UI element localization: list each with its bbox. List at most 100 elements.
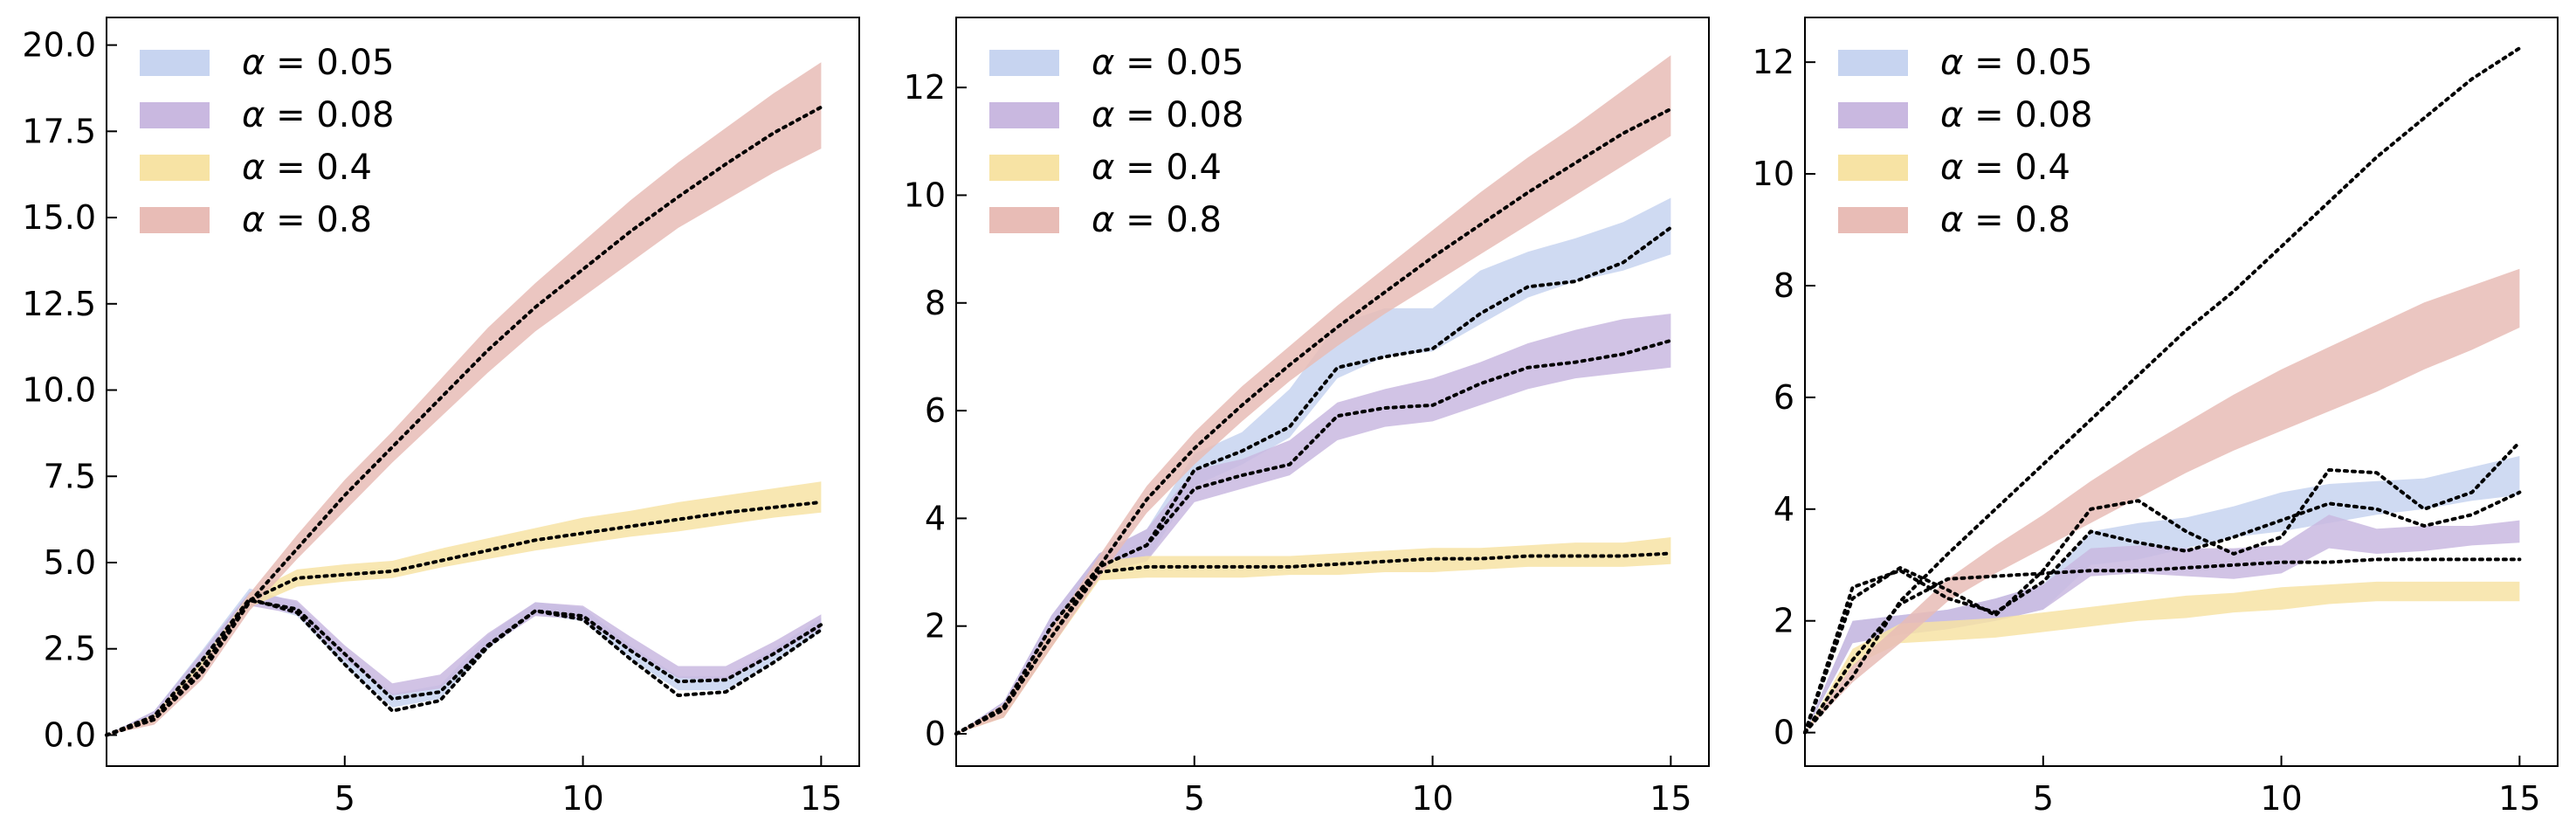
legend-swatch	[989, 50, 1059, 76]
legend-equals: =	[1963, 200, 2015, 240]
y-tick-label: 0	[925, 715, 946, 753]
legend-alpha-value: 0.4	[2015, 148, 2070, 188]
legend-alpha-value: 0.05	[1166, 43, 1243, 83]
legend-alpha-symbol: α	[242, 200, 265, 240]
legend-alpha-value: 0.08	[2015, 95, 2092, 135]
legend-swatch	[140, 102, 210, 128]
legend-alpha-symbol: α	[242, 148, 265, 188]
legend-swatch	[1838, 207, 1908, 233]
y-tick-label: 5.0	[44, 543, 96, 582]
x-tick-label: 10	[2260, 779, 2302, 818]
x-tick-label: 5	[2033, 779, 2054, 818]
mean-line-alpha-0-08	[105, 598, 823, 737]
band-alpha-0-08	[107, 591, 822, 736]
legend-alpha-symbol: α	[1940, 148, 1963, 188]
mean-line-alpha-0-08	[1803, 440, 2522, 735]
legend-equals: =	[1963, 43, 2015, 83]
y-tick-label: 7.5	[44, 457, 96, 495]
legend-swatch	[1838, 155, 1908, 181]
legend-entry-label: α = 0.4	[1092, 148, 1222, 188]
legend-entry-label: α = 0.08	[1092, 95, 1243, 135]
x-tick-label: 10	[561, 779, 603, 818]
y-tick-label: 6	[925, 391, 946, 430]
legend-entry-label: α = 0.4	[1940, 148, 2070, 188]
legend-entry-label: α = 0.8	[1092, 200, 1222, 240]
mean-line-alpha-0-05	[1803, 490, 2522, 735]
legend-alpha-symbol: α	[242, 95, 265, 135]
y-tick-label: 2	[925, 607, 946, 646]
legend-swatch	[1838, 50, 1908, 76]
y-tick-label: 0	[1774, 714, 1794, 752]
y-tick-label: 8	[925, 284, 946, 322]
legend-equals: =	[265, 200, 316, 240]
y-tick-label: 12.5	[22, 285, 96, 323]
band-alpha-0-4	[1805, 581, 2520, 733]
y-tick-label: 4	[1774, 490, 1794, 528]
legend-entry-label: α = 0.4	[242, 148, 372, 188]
legend-swatch	[989, 207, 1059, 233]
legend-entry-label: α = 0.08	[1940, 95, 2092, 135]
legend-alpha-value: 0.08	[316, 95, 394, 135]
band-alpha-0-05	[956, 197, 1671, 734]
legend: α = 0.05α = 0.08α = 0.4α = 0.8	[989, 43, 1243, 240]
legend-swatch	[140, 50, 210, 76]
y-tick-label: 12	[904, 68, 946, 107]
legend: α = 0.05α = 0.08α = 0.4α = 0.8	[140, 43, 394, 240]
legend-alpha-symbol: α	[1092, 43, 1114, 83]
legend-swatch	[140, 155, 210, 181]
x-tick-label: 10	[1411, 779, 1453, 818]
mean-line-alpha-0-08	[954, 338, 1673, 736]
mean-line-alpha-0-4	[1803, 557, 2522, 735]
legend-alpha-value: 0.8	[1166, 200, 1222, 240]
legend-alpha-value: 0.05	[2015, 43, 2092, 83]
legend-equals: =	[1963, 95, 2015, 135]
legend-entry-label: α = 0.8	[242, 200, 372, 240]
band-alpha-0-08	[956, 314, 1671, 734]
legend-entry-label: α = 0.05	[242, 43, 394, 83]
legend-swatch	[989, 102, 1059, 128]
legend-alpha-symbol: α	[242, 43, 265, 83]
legend-entry-label: α = 0.05	[1092, 43, 1243, 83]
legend-equals: =	[1114, 148, 1166, 188]
x-tick-label: 15	[2498, 779, 2540, 818]
mean-line-alpha-0-05	[105, 597, 823, 737]
mean-line-alpha-0-8	[105, 105, 823, 737]
legend-alpha-symbol: α	[1092, 148, 1114, 188]
legend-equals: =	[1114, 43, 1166, 83]
legend-equals: =	[265, 43, 316, 83]
y-tick-label: 10.0	[22, 371, 96, 410]
axes-frame	[955, 17, 1710, 767]
y-tick-label: 2.5	[44, 630, 96, 668]
x-tick-label: 5	[1184, 779, 1205, 818]
legend-equals: =	[265, 95, 316, 135]
band-alpha-0-05	[1805, 456, 2520, 733]
legend: α = 0.05α = 0.08α = 0.4α = 0.8	[1838, 43, 2092, 240]
legend-alpha-value: 0.05	[316, 43, 394, 83]
chart-panel-1: 5 10 15 0.0 2.5 5.0 7.5 10.0 12.5 15.0 17.5 20.0 α =…	[22, 17, 860, 818]
mean-line-alpha-0-8	[1803, 46, 2522, 735]
legend-entry-label: α = 0.8	[1940, 200, 2070, 240]
y-tick-label: 15.0	[22, 198, 96, 237]
y-tick-label: 0.0	[44, 715, 96, 754]
legend-alpha-symbol: α	[1940, 95, 1963, 135]
y-tick-label: 2	[1774, 602, 1794, 640]
legend-alpha-value: 0.8	[316, 200, 372, 240]
legend-equals: =	[265, 148, 316, 188]
legend-entry-label: α = 0.08	[242, 95, 394, 135]
y-tick-label: 17.5	[22, 112, 96, 150]
legend-alpha-symbol: α	[1092, 200, 1114, 240]
y-tick-label: 10	[904, 176, 946, 214]
band-alpha-0-4	[107, 481, 822, 736]
legend-entry-label: α = 0.05	[1940, 43, 2092, 83]
legend-alpha-symbol: α	[1940, 200, 1963, 240]
y-tick-label: 8	[1774, 266, 1794, 305]
legend-alpha-symbol: α	[1092, 95, 1114, 135]
y-tick-label: 4	[925, 499, 946, 537]
x-tick-label: 15	[800, 779, 842, 818]
legend-alpha-value: 0.4	[1166, 148, 1222, 188]
legend-alpha-value: 0.8	[2015, 200, 2070, 240]
legend-swatch	[1838, 102, 1908, 128]
